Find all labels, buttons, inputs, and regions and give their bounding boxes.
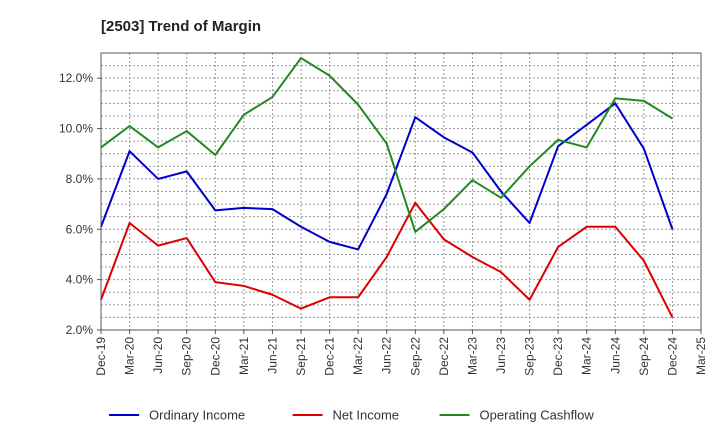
y-tick-label: 10.0%: [59, 122, 93, 136]
legend-label-2: Operating Cashflow: [480, 408, 595, 423]
series-line-2: [100, 57, 673, 233]
grid: [101, 53, 701, 330]
x-tick-label: Mar-24: [580, 337, 594, 375]
y-tick-label: 4.0%: [66, 273, 94, 287]
x-tick-label: Dec-22: [437, 337, 451, 376]
legend: Ordinary Income Net Income Operating Cashf…: [109, 408, 594, 423]
y-tick-label: 12.0%: [59, 71, 93, 85]
x-tick-label: Mar-22: [351, 337, 365, 375]
x-tick-label: Jun-20: [151, 337, 165, 374]
x-tick-label: Mar-23: [465, 337, 479, 375]
series-line-1: [100, 201, 674, 318]
x-tick-label: Jun-24: [608, 337, 622, 374]
x-tick-label: Sep-20: [180, 337, 194, 376]
x-tick-label: Dec-23: [551, 337, 565, 376]
x-tick-label: Sep-23: [523, 337, 537, 376]
chart-title: [2503] Trend of Margin: [101, 18, 261, 35]
x-tick-label: Sep-22: [408, 337, 422, 376]
x-axis: Dec-19 Mar-20 Jun-20 Sep-20 Dec-20 Mar-21 Jun-…: [94, 330, 708, 376]
x-tick-label: Sep-24: [637, 337, 651, 376]
x-tick-label: Dec-24: [665, 337, 679, 376]
x-tick-label: Mar-25: [694, 337, 708, 375]
series-line-0: [100, 102, 674, 251]
y-tick-label: 6.0%: [66, 222, 94, 236]
x-tick-label: Dec-20: [208, 337, 222, 376]
x-tick-label: Mar-20: [123, 337, 137, 375]
x-tick-label: Dec-21: [323, 337, 337, 376]
x-tick-label: Mar-21: [237, 337, 251, 375]
plot-frame: [100, 52, 702, 331]
legend-label-1: Net Income: [333, 408, 399, 423]
x-tick-label: Jun-22: [380, 337, 394, 374]
x-tick-label: Dec-19: [94, 337, 108, 376]
x-tick-label: Sep-21: [294, 337, 308, 376]
x-tick-label: Jun-23: [494, 337, 508, 374]
x-tick-label: Jun-21: [265, 337, 279, 374]
y-axis: 2.0% 4.0% 6.0% 8.0% 10.0% 12.0%: [59, 71, 101, 337]
y-tick-label: 2.0%: [66, 323, 94, 337]
series-lines: [100, 57, 674, 318]
y-tick-label: 8.0%: [66, 172, 94, 186]
legend-label-0: Ordinary Income: [149, 408, 245, 423]
